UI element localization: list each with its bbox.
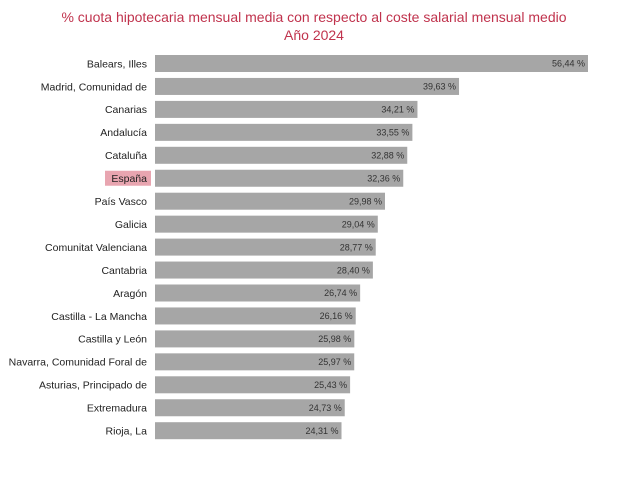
category-label-9: Cantabria (101, 265, 147, 277)
value-label-6: 29,98 % (349, 196, 382, 206)
category-label-0: Balears, Illes (87, 58, 147, 70)
bar-2 (155, 100, 418, 118)
category-label-12: Castilla y León (78, 334, 147, 346)
value-label-2: 34,21 % (381, 105, 414, 115)
value-label-10: 26,74 % (324, 288, 357, 298)
value-label-12: 25,98 % (318, 334, 351, 344)
value-label-9: 28,40 % (337, 265, 370, 275)
value-label-5: 32,36 % (367, 173, 400, 183)
bar-5 (155, 169, 404, 187)
category-label-3: Andalucía (100, 127, 147, 139)
value-label-11: 26,16 % (320, 311, 353, 321)
value-label-15: 24,73 % (309, 403, 342, 413)
category-label-13: Navarra, Comunidad Foral de (9, 357, 147, 369)
bar-13 (155, 353, 355, 371)
value-label-7: 29,04 % (342, 219, 375, 229)
category-label-15: Extremadura (87, 403, 147, 415)
category-label-4: Cataluña (105, 150, 147, 162)
value-label-13: 25,97 % (318, 357, 351, 367)
value-label-1: 39,63 % (423, 82, 456, 92)
bar-12 (155, 330, 355, 348)
category-label-14: Asturias, Principado de (39, 380, 147, 392)
value-label-3: 33,55 % (376, 128, 409, 138)
bar-10 (155, 284, 361, 302)
bar-6 (155, 192, 385, 210)
bar-9 (155, 261, 373, 279)
bar-8 (155, 238, 376, 256)
value-label-4: 32,88 % (371, 151, 404, 161)
value-label-14: 25,43 % (314, 380, 347, 390)
category-label-5: España (111, 173, 147, 185)
bar-16 (155, 422, 342, 440)
bar-0 (155, 55, 588, 72)
bar-14 (155, 376, 351, 394)
highlight-box (105, 170, 151, 186)
category-label-8: Comunitat Valenciana (45, 242, 147, 254)
category-label-6: País Vasco (95, 196, 147, 208)
value-label-8: 28,77 % (340, 242, 373, 252)
bar-7 (155, 215, 378, 233)
bar-15 (155, 399, 345, 417)
value-label-0: 56,44 % (552, 59, 585, 69)
bar-11 (155, 307, 356, 325)
chart-subtitle: Año 2024 (284, 27, 344, 43)
value-label-16: 24,31 % (305, 426, 338, 436)
category-label-10: Aragón (113, 288, 147, 300)
category-label-7: Galicia (115, 219, 147, 231)
category-label-16: Rioja, La (106, 426, 148, 438)
category-label-11: Castilla - La Mancha (51, 311, 147, 323)
category-label-2: Canarias (105, 104, 147, 116)
bar-3 (155, 123, 413, 141)
category-label-1: Madrid, Comunidad de (41, 81, 147, 93)
bar-1 (155, 77, 460, 95)
bar-4 (155, 146, 408, 164)
chart-title: % cuota hipotecaria mensual media con re… (61, 9, 567, 25)
